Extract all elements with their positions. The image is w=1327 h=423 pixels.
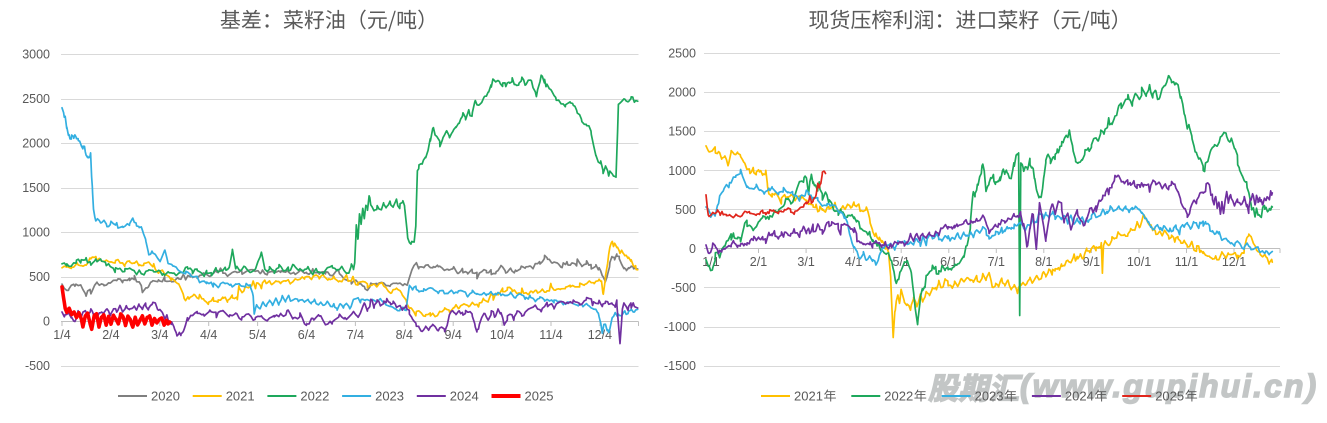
svg-text:8/1: 8/1 — [1035, 255, 1052, 269]
svg-text:2023: 2023 — [975, 389, 1004, 404]
svg-text:3000: 3000 — [22, 48, 50, 62]
svg-text:3/4: 3/4 — [151, 328, 168, 342]
svg-text:5/1: 5/1 — [893, 255, 910, 269]
svg-text:2025: 2025 — [1155, 389, 1184, 404]
svg-text:2000: 2000 — [668, 86, 696, 100]
svg-text:-500: -500 — [25, 359, 50, 373]
svg-text:0: 0 — [43, 315, 50, 329]
svg-text:5/4: 5/4 — [249, 328, 266, 342]
svg-text:11/4: 11/4 — [539, 328, 562, 342]
svg-text:6/4: 6/4 — [298, 328, 315, 342]
svg-text:2024: 2024 — [450, 389, 479, 404]
svg-text:2020: 2020 — [151, 389, 180, 404]
svg-text:(www.gupihui.cn): (www.gupihui.cn) — [1020, 368, 1318, 404]
svg-text:1500: 1500 — [668, 125, 696, 139]
svg-text:9/4: 9/4 — [445, 328, 462, 342]
svg-text:1500: 1500 — [22, 181, 50, 195]
svg-text:6/1: 6/1 — [940, 255, 957, 269]
svg-text:2022: 2022 — [300, 389, 329, 404]
svg-text:3/1: 3/1 — [797, 255, 814, 269]
svg-text:500: 500 — [675, 203, 696, 217]
svg-text:500: 500 — [29, 270, 50, 284]
svg-text:1/1: 1/1 — [702, 255, 719, 269]
svg-text:2500: 2500 — [22, 92, 50, 106]
svg-text:9/1: 9/1 — [1083, 255, 1100, 269]
svg-text:-1000: -1000 — [664, 320, 696, 334]
svg-text:-500: -500 — [671, 281, 696, 295]
svg-text:-1500: -1500 — [664, 359, 696, 373]
svg-text:4/1: 4/1 — [845, 255, 862, 269]
svg-text:7/1: 7/1 — [988, 255, 1005, 269]
svg-text:2021: 2021 — [226, 389, 255, 404]
svg-text:8/4: 8/4 — [396, 328, 413, 342]
svg-text:7/4: 7/4 — [347, 328, 364, 342]
svg-text:11/1: 11/1 — [1175, 255, 1198, 269]
svg-text:2500: 2500 — [668, 47, 696, 61]
svg-text:12/4: 12/4 — [588, 328, 612, 342]
svg-text:1000: 1000 — [668, 164, 696, 178]
svg-text:1/4: 1/4 — [53, 328, 70, 342]
svg-text:0: 0 — [689, 242, 696, 256]
svg-text:2021: 2021 — [794, 389, 823, 404]
svg-text:10/4: 10/4 — [490, 328, 514, 342]
svg-text:2/1: 2/1 — [750, 255, 767, 269]
svg-text:2025: 2025 — [525, 389, 554, 404]
svg-text:10/1: 10/1 — [1127, 255, 1151, 269]
svg-text:2000: 2000 — [22, 137, 50, 151]
svg-text:2023: 2023 — [375, 389, 404, 404]
svg-text:12/1: 12/1 — [1222, 255, 1246, 269]
svg-text:2024: 2024 — [1065, 389, 1094, 404]
svg-text:2022: 2022 — [884, 389, 913, 404]
svg-text:1000: 1000 — [22, 226, 50, 240]
svg-text:4/4: 4/4 — [200, 328, 217, 342]
svg-text:2/4: 2/4 — [102, 328, 119, 342]
